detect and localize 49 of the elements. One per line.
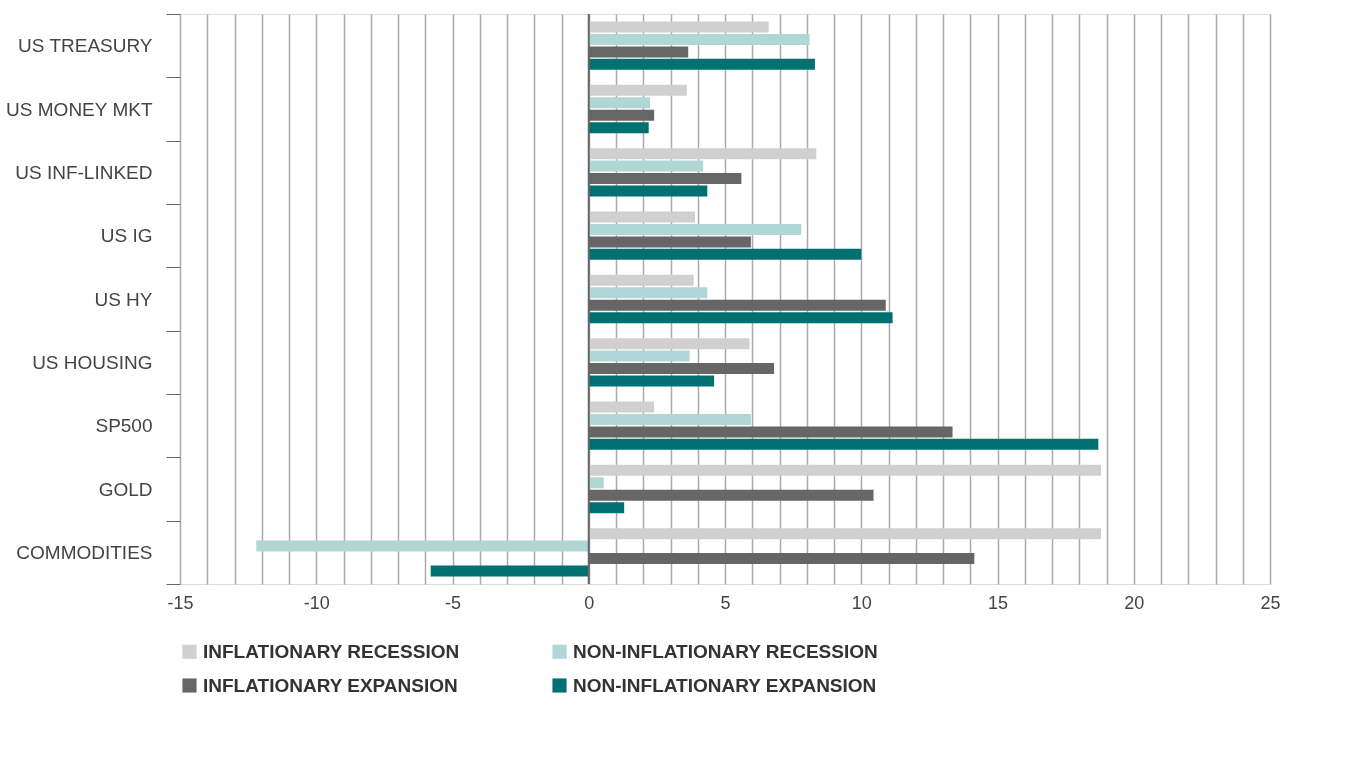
bar [588,438,1099,450]
x-tick-label: 0 [584,592,595,613]
bar [588,375,715,387]
bar [588,21,769,33]
bar [588,464,1102,476]
bar [588,160,704,172]
legend-label: INFLATIONARY RECESSION [203,640,460,662]
x-tick-label: -5 [444,592,462,613]
x-tick-label: 25 [1260,592,1281,613]
bar [588,502,625,514]
x-tick-label: 15 [987,592,1009,613]
bar [588,122,649,134]
legend-label: NON-INFLATIONARY RECESSION [573,640,878,662]
bar [588,413,751,425]
bar [588,33,810,45]
x-tick-label: 5 [720,592,731,613]
x-tick-label: -10 [303,592,330,613]
y-tick-label: US IG [100,225,153,247]
y-tick-label: US MONEY MKT [6,98,153,120]
y-tick-label: GOLD [98,478,153,500]
y-tick-label: US HY [94,288,153,310]
y-tick-label: SP500 [95,415,153,437]
bar [588,287,708,299]
bar [588,211,696,223]
bar [588,97,651,109]
bar [588,223,802,235]
y-tick-label: US TREASURY [18,35,153,57]
bar [430,565,589,577]
bar [588,338,750,350]
legend-label: NON-INFLATIONARY EXPANSION [573,674,877,696]
x-tick-label: 20 [1124,592,1145,613]
bar [588,148,817,160]
x-tick-label: 10 [851,592,872,613]
bar [588,401,655,413]
bar [588,274,694,286]
y-tick-label: COMMODITIES [16,541,153,563]
bar [256,540,589,552]
legend-label: INFLATIONARY EXPANSION [203,674,458,696]
bar [588,84,687,96]
bar [588,350,690,362]
bar [588,312,893,324]
y-tick-label: US HOUSING [32,351,153,373]
bar [588,185,708,197]
x-tick-label: -15 [167,592,194,613]
bar [588,477,604,489]
bar [588,58,815,70]
bar [588,528,1102,540]
y-tick-label: US INF-LINKED [15,161,153,183]
bar [588,248,862,260]
